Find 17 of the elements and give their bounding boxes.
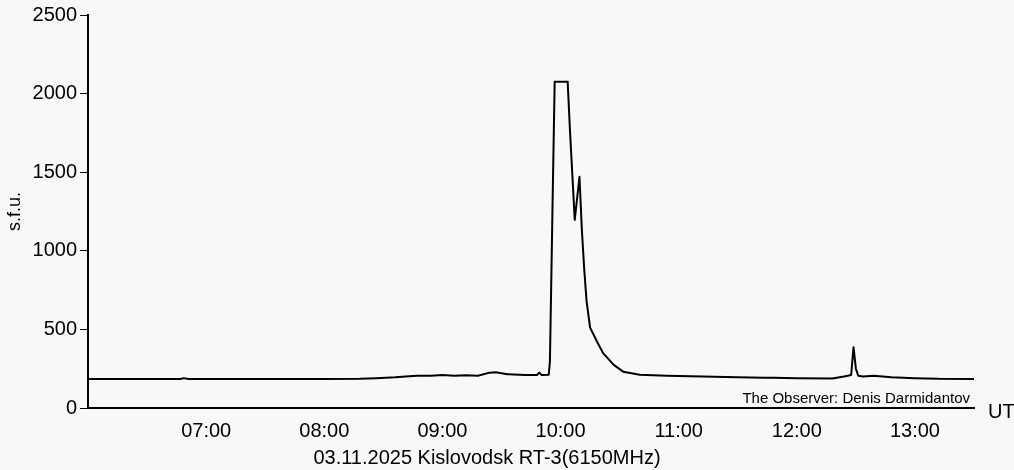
x-axis-title: UT (988, 399, 1014, 422)
y-tick-label: 2500 (32, 2, 78, 25)
x-tick-label: 09:00 (417, 418, 468, 441)
y-tick-label: 0 (65, 395, 78, 418)
x-tick-label: 12:00 (771, 418, 822, 441)
x-tick-label: 10:00 (535, 418, 586, 441)
annotation: The Observer: Denis Darmidantov (742, 388, 971, 406)
x-tick-label: 07:00 (181, 418, 232, 441)
y-tick-label: 1500 (32, 159, 78, 182)
x-tick-label: 13:00 (889, 418, 940, 441)
y-axis-title: s.f.u. (3, 191, 24, 232)
y-tick-label: 1000 (32, 238, 78, 261)
y-tick-label: 2000 (32, 81, 78, 104)
text: 03.11.2025 Kislovodsk RT-3(6150MHz) (313, 445, 661, 468)
y-tick-label: 500 (43, 316, 78, 339)
x-tick-label: 11:00 (654, 418, 703, 441)
x-tick-label: 08:00 (299, 418, 350, 441)
